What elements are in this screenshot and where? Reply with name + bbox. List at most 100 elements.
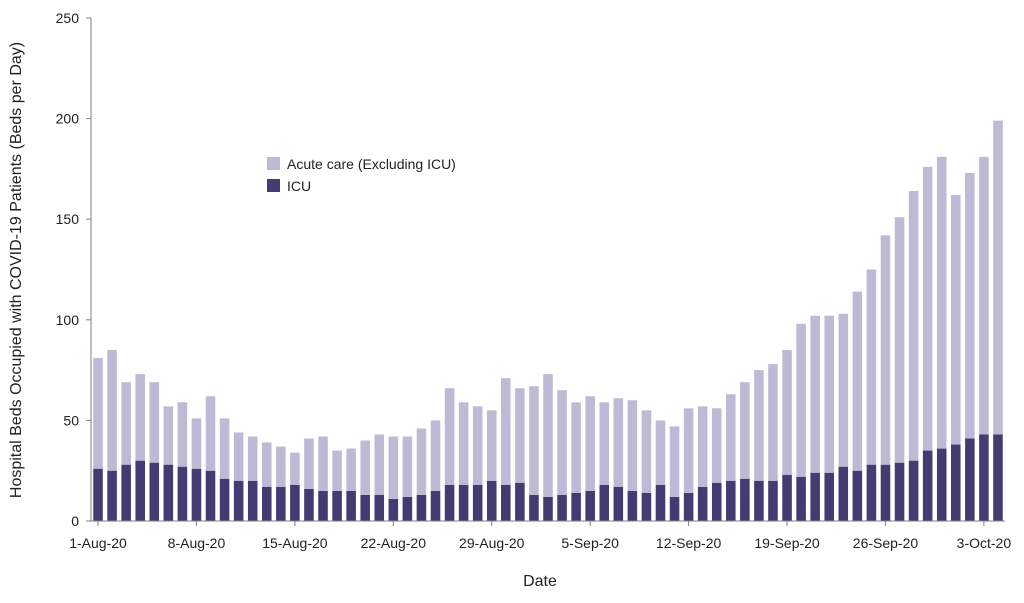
bar-icu-10 — [233, 480, 244, 521]
x-tick-label-14: 15-Aug-20 — [262, 535, 328, 551]
bar-acute-36 — [599, 402, 610, 485]
x-tick-label-49: 19-Sep-20 — [754, 535, 820, 551]
bar-acute-43 — [697, 406, 708, 487]
bar-icu-34 — [571, 492, 581, 521]
bar-acute-58 — [908, 191, 919, 461]
bar-acute-17 — [332, 450, 342, 491]
bar-acute-47 — [754, 370, 764, 481]
bar-icu-51 — [810, 472, 820, 521]
bar-icu-22 — [402, 496, 413, 521]
bar-icu-28 — [486, 480, 497, 521]
bar-icu-52 — [824, 472, 835, 521]
bar-icu-24 — [430, 490, 441, 521]
bar-icu-36 — [599, 484, 610, 521]
bar-icu-30 — [515, 482, 525, 521]
bar-acute-53 — [838, 313, 849, 467]
bar-icu-8 — [205, 470, 216, 521]
bar-acute-60 — [936, 156, 947, 449]
bar-icu-0 — [93, 468, 103, 521]
bar-icu-29 — [501, 484, 511, 521]
bar-acute-55 — [866, 269, 877, 465]
x-tick-label-63: 3-Oct-20 — [957, 535, 1012, 551]
bar-icu-21 — [388, 498, 399, 521]
x-tick-label-7: 8-Aug-20 — [168, 535, 226, 551]
bar-acute-52 — [824, 315, 835, 473]
bar-acute-2 — [121, 382, 131, 465]
bar-acute-21 — [388, 436, 399, 499]
axes-layer — [86, 17, 1005, 526]
bar-acute-15 — [304, 438, 314, 489]
bar-acute-56 — [880, 235, 891, 465]
legend-label-icu: ICU — [287, 178, 311, 194]
bar-acute-31 — [529, 386, 539, 495]
y-tick-label-250: 250 — [56, 10, 80, 26]
x-tick-label-56: 26-Sep-20 — [853, 535, 919, 551]
bar-acute-18 — [346, 448, 356, 491]
bar-acute-46 — [740, 382, 750, 479]
x-tick-labels: 1-Aug-20 8-Aug-20 15-Aug-20 22-Aug-20 29-Aug… — [69, 535, 1011, 551]
bar-acute-13 — [276, 446, 286, 487]
bar-acute-39 — [641, 410, 652, 493]
bar-acute-8 — [205, 396, 216, 471]
bar-acute-9 — [219, 418, 230, 479]
bar-icu-38 — [627, 490, 638, 521]
bar-acute-16 — [318, 436, 328, 491]
bar-icu-39 — [641, 492, 652, 521]
bar-icu-56 — [880, 464, 891, 521]
bar-icu-64 — [993, 434, 1003, 521]
x-tick-label-21: 22-Aug-20 — [361, 535, 427, 551]
bar-icu-5 — [163, 464, 174, 521]
bar-icu-9 — [219, 478, 230, 521]
bar-acute-57 — [894, 217, 905, 463]
bar-icu-13 — [276, 486, 286, 521]
bar-acute-33 — [557, 390, 567, 495]
bar-acute-27 — [472, 406, 483, 485]
bar-acute-25 — [444, 388, 455, 485]
bar-icu-59 — [922, 450, 933, 521]
bar-icu-46 — [740, 478, 750, 521]
bar-icu-17 — [332, 490, 342, 521]
bars-layer — [93, 120, 1003, 521]
y-tick-label-0: 0 — [71, 513, 79, 529]
bar-icu-20 — [374, 494, 385, 521]
bar-acute-34 — [571, 402, 581, 493]
bar-icu-11 — [247, 480, 258, 521]
bar-icu-26 — [458, 484, 469, 521]
bar-icu-48 — [768, 480, 778, 521]
bar-acute-20 — [374, 434, 385, 495]
bar-acute-54 — [852, 291, 863, 471]
bar-acute-22 — [402, 436, 413, 497]
bar-icu-4 — [149, 462, 160, 521]
bar-icu-55 — [866, 464, 877, 521]
bar-acute-30 — [515, 388, 525, 483]
bar-icu-43 — [697, 486, 708, 521]
bar-acute-49 — [782, 349, 792, 475]
y-axis-title: Hospital Beds Occupied with COVID-19 Pat… — [8, 42, 25, 498]
bar-acute-40 — [655, 420, 666, 485]
bar-icu-12 — [261, 486, 272, 521]
legend: Acute care (Excluding ICU) ICU — [267, 156, 456, 194]
bar-icu-63 — [979, 434, 989, 521]
bar-icu-25 — [444, 484, 455, 521]
bar-icu-58 — [908, 460, 919, 521]
bar-icu-31 — [529, 494, 539, 521]
bar-icu-40 — [655, 484, 666, 521]
bar-acute-11 — [247, 436, 258, 481]
bar-icu-44 — [711, 482, 722, 521]
x-tick-label-35: 5-Sep-20 — [561, 535, 619, 551]
legend-label-acute-care: Acute care (Excluding ICU) — [287, 156, 456, 172]
bar-acute-64 — [993, 120, 1003, 435]
bar-acute-7 — [191, 418, 202, 469]
bar-acute-6 — [177, 402, 188, 467]
bar-acute-44 — [711, 408, 722, 483]
bar-icu-41 — [669, 496, 680, 521]
legend-swatch-acute-care — [267, 157, 280, 170]
bar-icu-23 — [416, 494, 427, 521]
bar-icu-54 — [852, 470, 863, 521]
bar-acute-0 — [93, 358, 103, 469]
y-tick-label-150: 150 — [56, 211, 80, 227]
y-tick-labels: 0 50 100 150 200 250 — [56, 10, 80, 529]
bar-acute-50 — [796, 323, 806, 477]
bar-acute-5 — [163, 406, 174, 465]
